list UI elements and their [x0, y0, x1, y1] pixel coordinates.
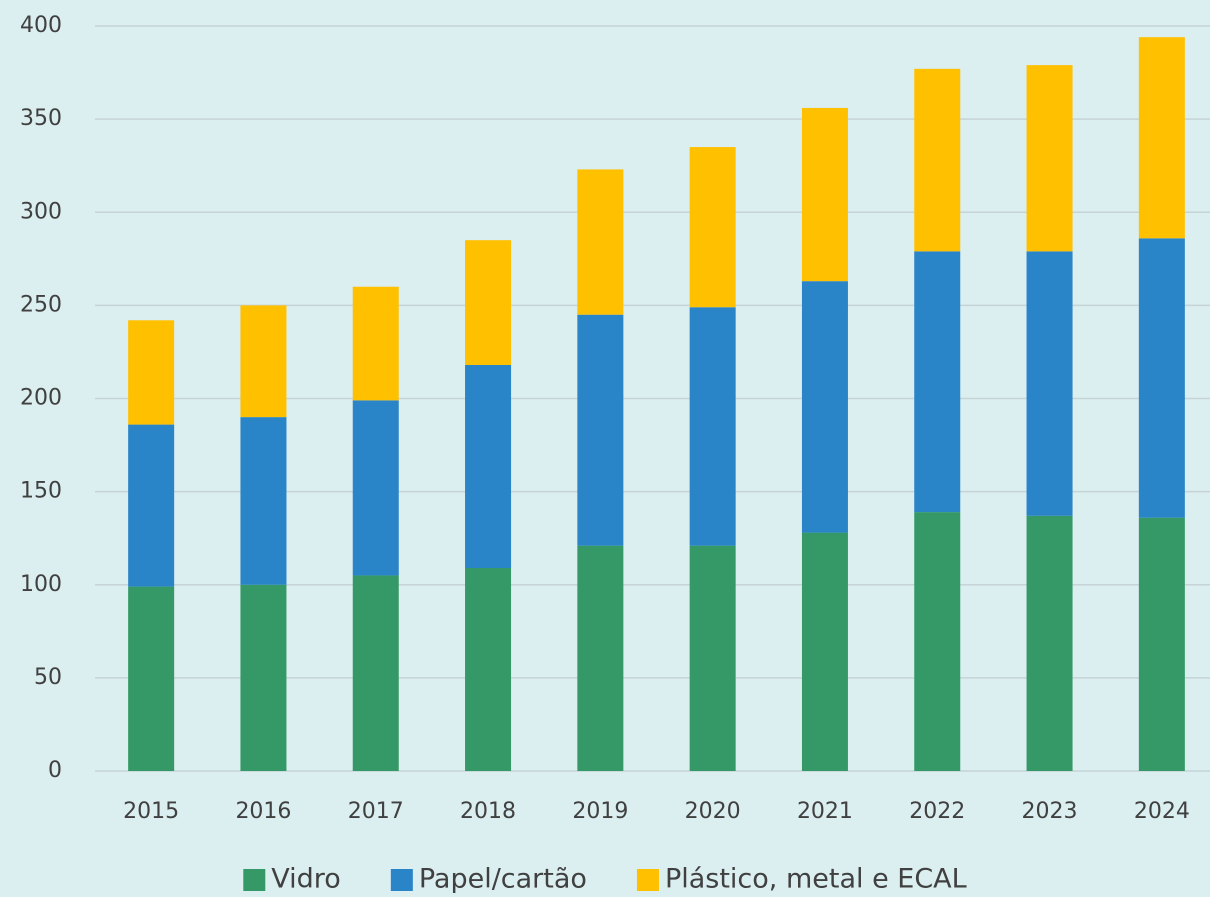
x-tick-label: 2017 — [348, 799, 404, 824]
y-tick-label: 150 — [20, 479, 62, 504]
x-tick-label: 2018 — [460, 799, 516, 824]
y-tick-label: 300 — [20, 199, 62, 224]
bar-segment — [914, 68, 961, 252]
y-tick-label: 50 — [34, 665, 62, 690]
bar-segment — [128, 320, 175, 425]
bar-segment — [1026, 65, 1073, 252]
x-tick-label: 2016 — [235, 799, 291, 824]
bar-segment — [577, 545, 624, 771]
y-tick-label: 250 — [20, 292, 62, 317]
bar-segment — [914, 512, 961, 771]
x-tick-label: 2022 — [909, 799, 965, 824]
y-tick-label: 350 — [20, 106, 62, 131]
legend-swatch — [390, 869, 413, 891]
bar-segment — [1026, 515, 1073, 771]
bar-segment — [1026, 251, 1073, 516]
bar-segment — [689, 545, 736, 771]
bar-segment — [1138, 37, 1185, 239]
bar-segment — [801, 281, 848, 533]
bar-segment — [689, 307, 736, 546]
bar-segment — [914, 251, 961, 513]
legend-label: Plástico, metal e ECAL — [665, 864, 967, 895]
bar-segment — [801, 532, 848, 771]
bar-segment — [465, 567, 512, 771]
bar-segment — [240, 417, 287, 585]
bar-segment — [465, 240, 512, 365]
legend-label: Papel/cartão — [419, 864, 587, 895]
bar-segment — [128, 586, 175, 771]
bar-segment — [352, 400, 399, 576]
x-tick-label: 2019 — [572, 799, 628, 824]
bar-segment — [128, 424, 175, 587]
bar-segment — [240, 305, 287, 418]
legend-label: Vidro — [271, 864, 341, 895]
bar-segment — [352, 575, 399, 771]
bar-segment — [1138, 517, 1185, 771]
bar-segment — [1138, 238, 1185, 518]
legend-swatch — [243, 869, 266, 891]
bar-segment — [689, 147, 736, 308]
bar-segment — [577, 169, 624, 315]
x-tick-label: 2021 — [797, 799, 853, 824]
legend-swatch — [636, 869, 659, 891]
y-tick-label: 100 — [20, 572, 62, 597]
x-tick-label: 2023 — [1022, 799, 1078, 824]
bar-segment — [352, 286, 399, 401]
bar-segment — [801, 107, 848, 282]
x-tick-label: 2020 — [685, 799, 741, 824]
y-tick-label: 200 — [20, 386, 62, 411]
y-tick-label: 400 — [20, 13, 62, 38]
bar-segment — [240, 584, 287, 771]
x-tick-label: 2015 — [123, 799, 179, 824]
bar-segment — [577, 314, 624, 546]
y-tick-label: 0 — [48, 758, 62, 783]
bar-segment — [465, 364, 512, 568]
x-tick-label: 2024 — [1134, 799, 1190, 824]
